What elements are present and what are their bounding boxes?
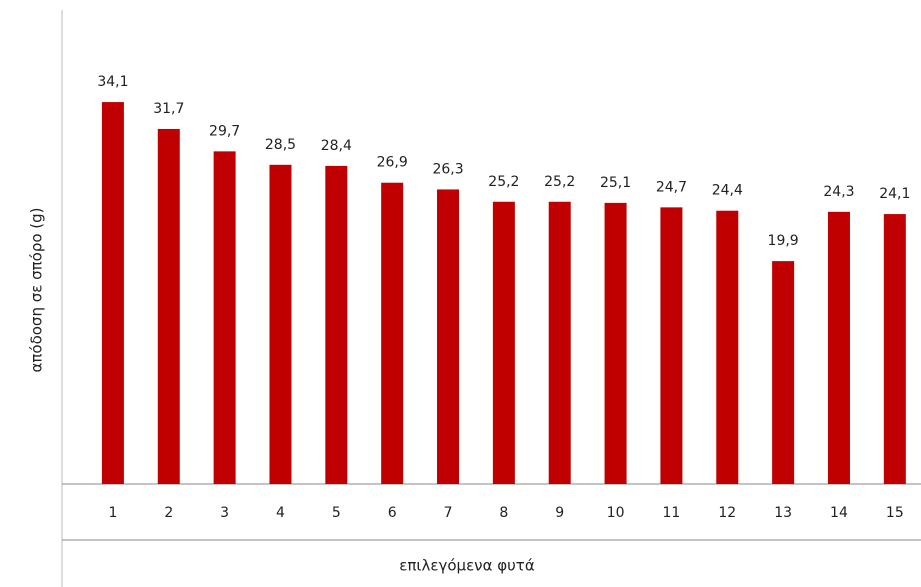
data-label: 26,3 — [432, 161, 463, 177]
bar — [213, 151, 236, 485]
data-label: 19,9 — [768, 233, 799, 249]
x-tick-label: 3 — [220, 505, 229, 521]
data-label: 26,9 — [377, 155, 408, 171]
x-tick-label: 9 — [555, 505, 564, 521]
x-tick-label: 10 — [607, 505, 625, 521]
x-axis-label: επιλεγόμενα φυτά — [399, 557, 535, 575]
bar — [548, 201, 571, 484]
bar — [157, 128, 180, 484]
data-label: 34,1 — [97, 74, 128, 90]
bar — [101, 102, 124, 484]
x-tick-label: 11 — [663, 505, 681, 521]
data-label: 25,2 — [544, 174, 575, 190]
bar — [325, 165, 348, 485]
bar — [772, 261, 795, 484]
data-label: 24,7 — [656, 179, 687, 195]
x-tick-label: 5 — [332, 505, 341, 521]
bar — [269, 164, 292, 485]
bar — [604, 202, 627, 484]
data-label: 28,5 — [265, 137, 296, 153]
data-label: 29,7 — [209, 123, 240, 139]
x-tick-label: 14 — [830, 505, 848, 521]
bar — [827, 211, 850, 484]
x-tick-label: 2 — [164, 505, 173, 521]
bar — [437, 189, 460, 484]
data-label: 25,1 — [600, 175, 631, 191]
data-label: 24,3 — [823, 184, 854, 200]
x-tick-label: 6 — [388, 505, 397, 521]
x-tick-label: 7 — [444, 505, 453, 521]
y-axis-label: απόδοση σε σπόρο (g) — [28, 207, 46, 372]
bar — [492, 201, 515, 484]
x-tick-label: 8 — [499, 505, 508, 521]
bar — [716, 210, 739, 484]
bar — [660, 207, 683, 485]
x-tick-label: 1 — [108, 505, 117, 521]
data-label: 25,2 — [488, 174, 519, 190]
bar — [381, 182, 404, 484]
data-label: 24,1 — [879, 186, 910, 202]
data-label: 24,4 — [712, 183, 743, 199]
x-tick-label: 15 — [886, 505, 904, 521]
data-label: 31,7 — [153, 101, 184, 117]
x-tick-label: 4 — [276, 505, 285, 521]
x-tick-label: 13 — [774, 505, 792, 521]
bar — [883, 214, 906, 484]
x-tick-label: 12 — [718, 505, 736, 521]
data-label: 28,4 — [321, 138, 352, 154]
